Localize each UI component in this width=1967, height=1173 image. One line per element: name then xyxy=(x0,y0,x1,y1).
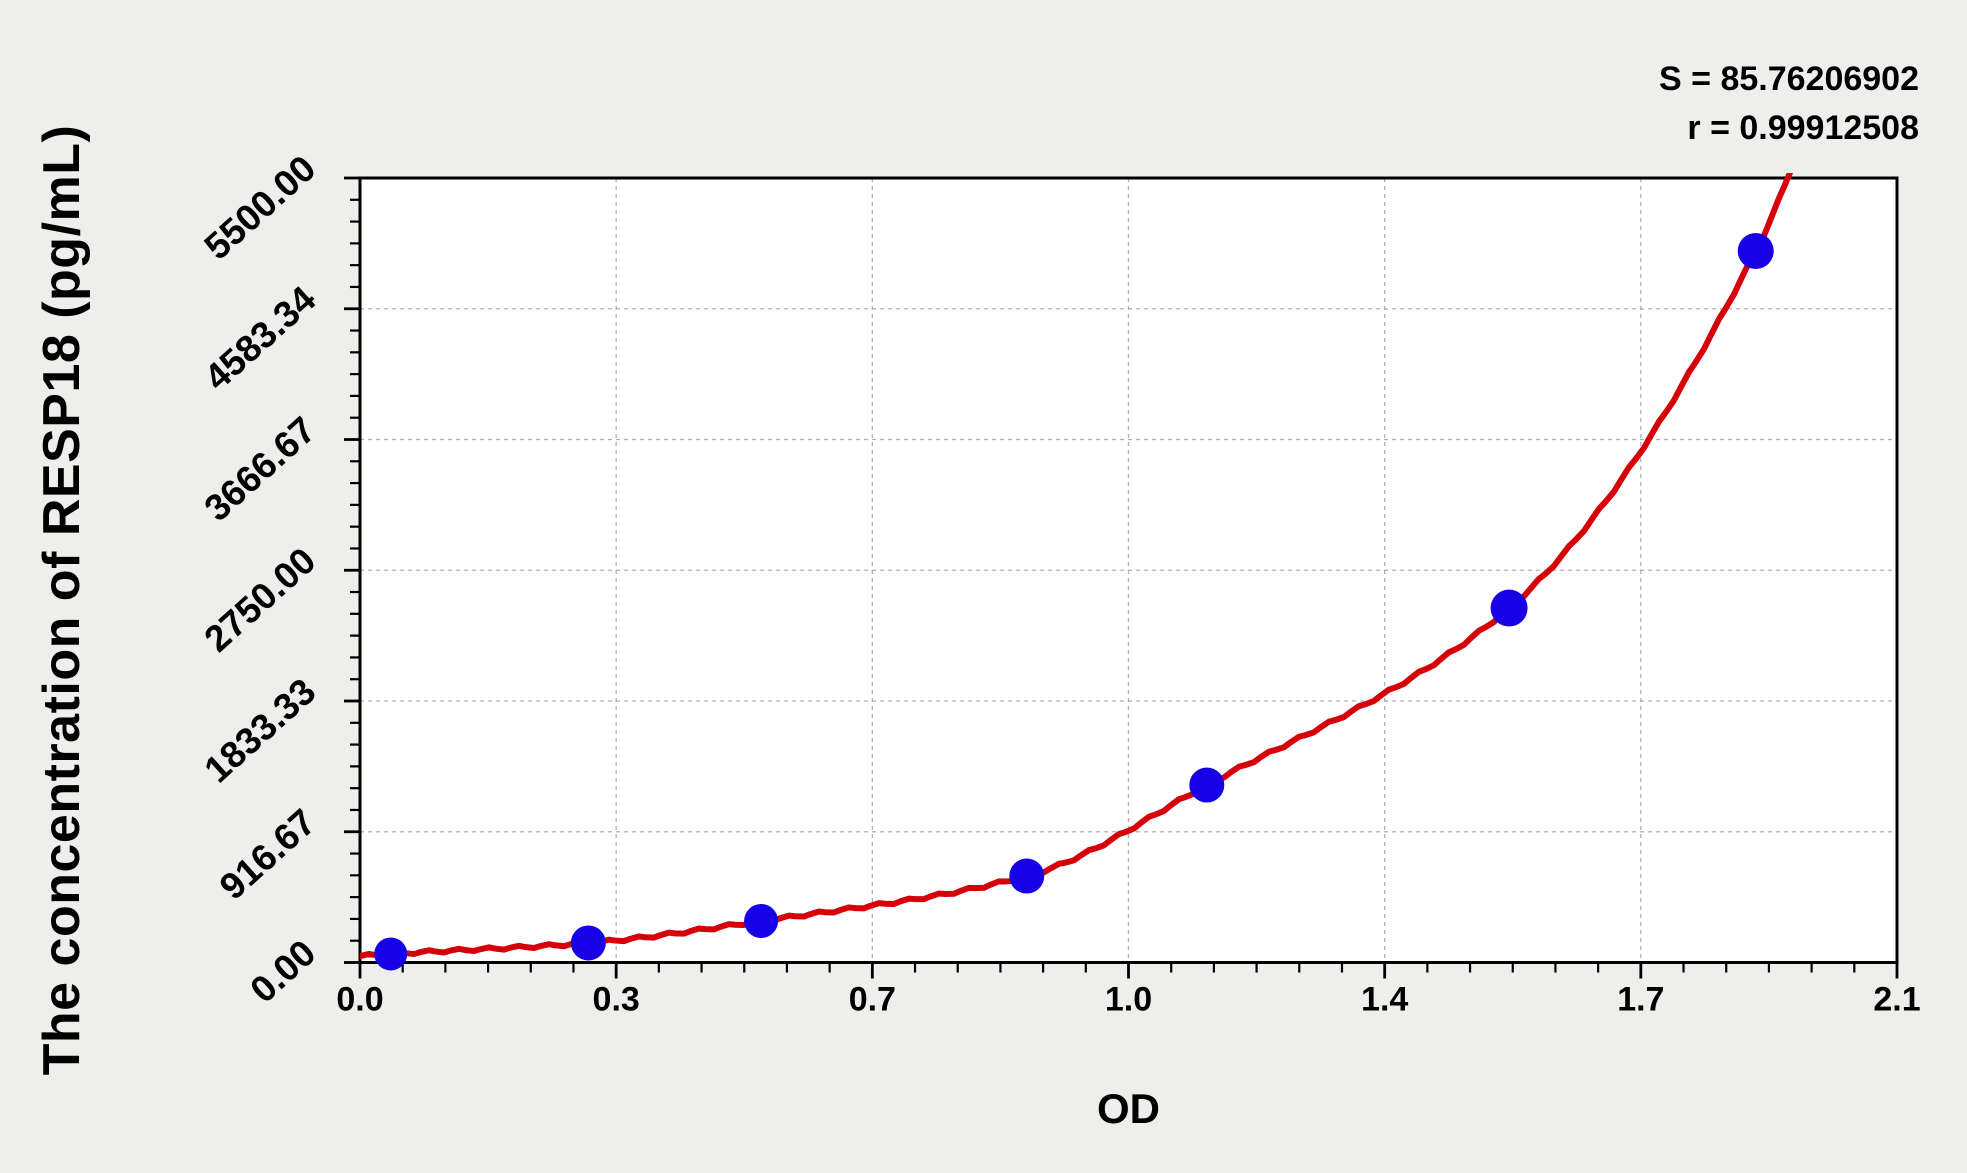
svg-text:0.0: 0.0 xyxy=(336,981,383,1019)
svg-text:0.3: 0.3 xyxy=(593,981,640,1019)
svg-text:1.0: 1.0 xyxy=(1105,981,1152,1019)
svg-text:2.1: 2.1 xyxy=(1873,981,1920,1019)
svg-text:0.7: 0.7 xyxy=(849,981,896,1019)
svg-text:1.4: 1.4 xyxy=(1361,981,1408,1019)
svg-text:1.7: 1.7 xyxy=(1617,981,1664,1019)
